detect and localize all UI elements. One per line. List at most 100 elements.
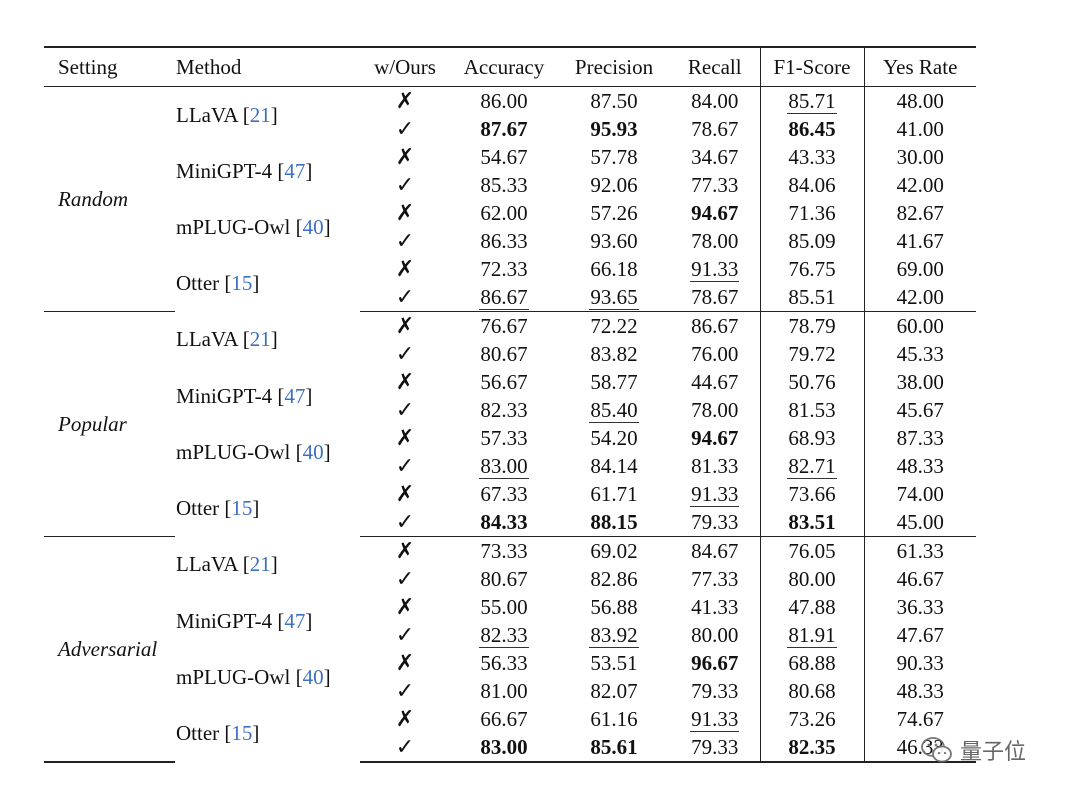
cell-value: 73.33: [480, 538, 528, 563]
cell-accuracy: 87.67: [450, 115, 558, 143]
cell-recall: 94.67: [670, 199, 760, 227]
cell-yes-rate: 47.67: [863, 621, 976, 649]
header-precision: Precision: [558, 46, 670, 87]
cell-value: 87.50: [590, 88, 638, 113]
cell-precision: 56.88: [558, 593, 670, 621]
cell-value: 82.71: [787, 453, 837, 479]
table-body: Random LLaVA [21] ✗ 86.00 87.50 84.00 85.71 48.…: [44, 86, 976, 763]
cell-precision: 54.20: [558, 424, 670, 452]
cell-accuracy: 86.00: [450, 87, 558, 116]
cell-f1-score: 86.45: [759, 115, 864, 143]
cell-value: 79.33: [691, 734, 739, 759]
cell-value: 78.67: [691, 116, 739, 141]
cell-yes-rate: 74.00: [863, 480, 976, 508]
cell-f1-score: 81.91: [759, 621, 864, 649]
cell-precision: 58.77: [558, 368, 670, 396]
cell-accuracy: 83.00: [450, 452, 558, 480]
cell-value: 48.00: [896, 88, 944, 113]
cell-precision: 87.50: [558, 87, 670, 116]
citation-link[interactable]: 47: [284, 383, 306, 408]
cell-recall: 91.33: [670, 255, 760, 283]
cell-f1-score: 82.71: [759, 452, 864, 480]
cell-value: 79.72: [788, 341, 836, 366]
method-name: mPLUG-Owl: [176, 664, 291, 689]
cell-precision: 61.71: [558, 480, 670, 508]
cell-recall: 84.00: [670, 87, 760, 116]
cell-precision: 57.26: [558, 199, 670, 227]
citation-link[interactable]: 47: [284, 608, 306, 633]
method-cell: MiniGPT-4 [47]: [176, 383, 313, 408]
cell-value: 54.20: [590, 425, 638, 450]
table-row: MiniGPT-4 [47] ✗ 54.67 57.78 34.67 43.33 30.00: [44, 143, 976, 183]
cell-recall: 86.67: [670, 312, 760, 341]
cell-accuracy: 83.00: [450, 733, 558, 763]
method-cell: Otter [15]: [176, 270, 260, 295]
method-cell: MiniGPT-4 [47]: [176, 158, 313, 183]
citation-link[interactable]: 15: [231, 270, 253, 295]
cell-precision: 88.15: [558, 508, 670, 537]
cell-value: 76.00: [691, 341, 739, 366]
cell-f1-score: 68.88: [759, 649, 864, 677]
check-icon: ✓: [395, 172, 415, 197]
table-row: ✓ 87.67 95.93 78.67 86.45 41.00: [44, 115, 976, 143]
cell-value: 82.67: [896, 200, 944, 225]
citation-link[interactable]: 40: [302, 439, 324, 464]
table-row: ✓ 84.33 88.15 79.33 83.51 45.00: [44, 508, 976, 537]
cell-yes-rate: 45.67: [863, 396, 976, 424]
cross-icon: ✗: [395, 650, 415, 675]
citation-link[interactable]: 40: [302, 214, 324, 239]
cell-recall: 44.67: [670, 368, 760, 396]
cell-value: 69.02: [590, 538, 638, 563]
cell-value: 50.76: [788, 369, 836, 394]
cell-value: 85.09: [788, 228, 836, 253]
method-name: LLaVA: [176, 102, 238, 127]
citation-link[interactable]: 21: [249, 327, 271, 352]
table-row: Adversarial LLaVA [21] ✗ 73.33 69.02 84.67 76.…: [44, 536, 976, 763]
cell-value: 41.00: [896, 116, 944, 141]
cell-recall: 41.33: [670, 593, 760, 621]
cell-value: 66.18: [590, 256, 638, 281]
citation-link[interactable]: 40: [302, 664, 324, 689]
cell-value: 90.33: [896, 650, 944, 675]
table-row: ✓ 86.33 93.60 78.00 85.09 41.67: [44, 227, 976, 255]
cell-accuracy: 82.33: [450, 396, 558, 424]
citation-link[interactable]: 47: [284, 158, 306, 183]
cell-value: 72.22: [590, 313, 638, 338]
cell-yes-rate: 45.00: [863, 508, 976, 537]
cell-value: 92.06: [590, 172, 638, 197]
cell-value: 60.00: [896, 313, 944, 338]
cell-value: 47.67: [896, 622, 944, 647]
cell-accuracy: 86.33: [450, 227, 558, 255]
citation-link[interactable]: 21: [249, 552, 271, 577]
cell-value: 42.00: [896, 284, 944, 309]
cell-value: 83.00: [479, 453, 529, 479]
cell-value: 54.67: [480, 144, 528, 169]
cell-value: 47.88: [788, 594, 836, 619]
method-cell: Otter [15]: [176, 495, 260, 520]
citation-link[interactable]: 21: [249, 102, 271, 127]
cell-value: 61.16: [590, 706, 638, 731]
cell-precision: 83.82: [558, 340, 670, 368]
cell-f1-score: 78.79: [759, 311, 864, 340]
cell-f1-score: 85.71: [759, 86, 864, 115]
cell-value: 82.33: [480, 397, 528, 422]
cell-value: 34.67: [691, 144, 739, 169]
check-icon: ✓: [395, 341, 415, 366]
cell-yes-rate: 87.33: [863, 424, 976, 452]
cell-recall: 79.33: [670, 508, 760, 537]
cell-value: 78.79: [788, 313, 836, 338]
cell-f1-score: 43.33: [759, 143, 864, 171]
cell-value: 86.67: [691, 313, 739, 338]
cell-value: 84.06: [788, 172, 836, 197]
cross-icon: ✗: [395, 313, 415, 338]
cell-value: 94.67: [691, 200, 739, 225]
citation-link[interactable]: 15: [231, 721, 253, 745]
cell-value: 68.88: [788, 650, 836, 675]
method-name: MiniGPT-4: [176, 608, 273, 633]
cross-icon: ✗: [395, 369, 415, 394]
citation-link[interactable]: 15: [231, 495, 253, 520]
cell-value: 56.33: [480, 650, 528, 675]
cell-value: 43.33: [788, 144, 836, 169]
cell-precision: 85.40: [558, 396, 670, 424]
cell-precision: 93.65: [558, 283, 670, 312]
